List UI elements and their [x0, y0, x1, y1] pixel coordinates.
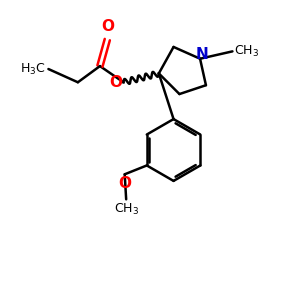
- Text: CH$_3$: CH$_3$: [234, 44, 259, 59]
- Text: O: O: [101, 19, 114, 34]
- Text: N: N: [195, 47, 208, 62]
- Text: O: O: [109, 75, 122, 90]
- Text: CH$_3$: CH$_3$: [114, 202, 139, 218]
- Text: H$_3$C: H$_3$C: [20, 61, 46, 76]
- Text: O: O: [118, 176, 131, 191]
